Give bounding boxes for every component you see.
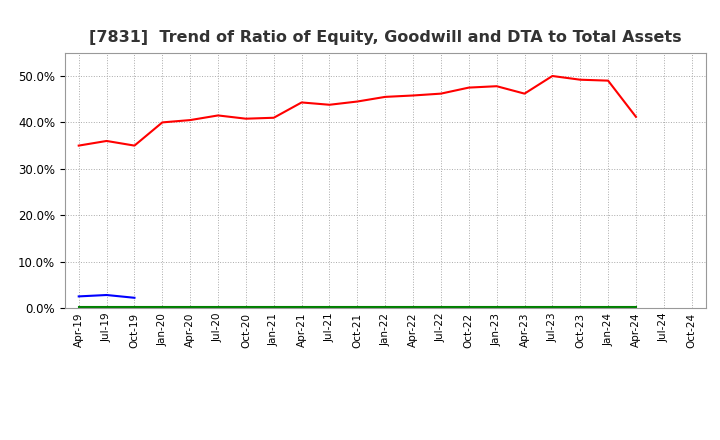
Deferred Tax Assets: [492, 304, 501, 309]
Equity: [214, 113, 222, 118]
Deferred Tax Assets: [548, 304, 557, 309]
Equity: [158, 120, 166, 125]
Equity: [74, 143, 83, 148]
Deferred Tax Assets: [297, 304, 306, 309]
Equity: [492, 84, 501, 89]
Deferred Tax Assets: [576, 304, 585, 309]
Deferred Tax Assets: [409, 304, 418, 309]
Equity: [269, 115, 278, 121]
Deferred Tax Assets: [520, 304, 528, 309]
Deferred Tax Assets: [74, 304, 83, 309]
Deferred Tax Assets: [130, 304, 139, 309]
Goodwill: [102, 292, 111, 297]
Deferred Tax Assets: [464, 304, 473, 309]
Equity: [576, 77, 585, 82]
Deferred Tax Assets: [158, 304, 166, 309]
Deferred Tax Assets: [242, 304, 251, 309]
Deferred Tax Assets: [436, 304, 445, 309]
Equity: [242, 116, 251, 121]
Equity: [381, 94, 390, 99]
Deferred Tax Assets: [353, 304, 361, 309]
Equity: [325, 102, 334, 107]
Equity: [436, 91, 445, 96]
Deferred Tax Assets: [102, 304, 111, 309]
Deferred Tax Assets: [604, 304, 613, 309]
Equity: [520, 91, 528, 96]
Equity: [631, 114, 640, 120]
Line: Equity: Equity: [78, 76, 636, 146]
Deferred Tax Assets: [631, 304, 640, 309]
Goodwill: [74, 294, 83, 299]
Equity: [548, 73, 557, 79]
Title: [7831]  Trend of Ratio of Equity, Goodwill and DTA to Total Assets: [7831] Trend of Ratio of Equity, Goodwil…: [89, 29, 682, 45]
Equity: [130, 143, 139, 148]
Equity: [409, 93, 418, 98]
Equity: [102, 138, 111, 143]
Equity: [464, 85, 473, 90]
Deferred Tax Assets: [269, 304, 278, 309]
Line: Goodwill: Goodwill: [78, 295, 135, 298]
Goodwill: [130, 295, 139, 301]
Equity: [604, 78, 613, 83]
Equity: [353, 99, 361, 104]
Equity: [297, 100, 306, 105]
Deferred Tax Assets: [381, 304, 390, 309]
Deferred Tax Assets: [325, 304, 334, 309]
Deferred Tax Assets: [214, 304, 222, 309]
Deferred Tax Assets: [186, 304, 194, 309]
Equity: [186, 117, 194, 123]
